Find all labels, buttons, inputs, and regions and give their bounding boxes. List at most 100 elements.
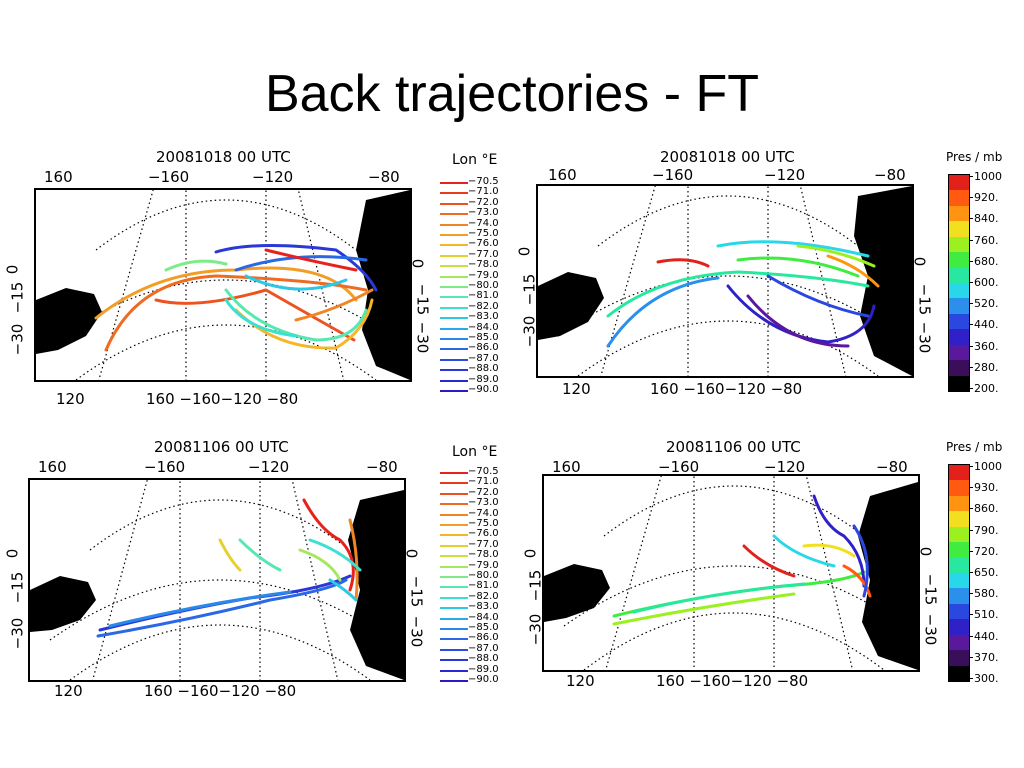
lon-legend-entry: −71.0 <box>440 477 510 487</box>
pres-colorbar-segment <box>949 313 969 330</box>
left-tick: −30 <box>8 617 27 650</box>
right-tick: −30 <box>413 321 432 354</box>
trajectory-map-svg <box>538 186 912 376</box>
lon-legend-swatch <box>440 617 468 620</box>
lon-legend-entry: −88.0 <box>440 653 510 665</box>
lon-legend-swatch <box>440 348 468 351</box>
left-tick: 0 <box>3 548 22 559</box>
pres-colorbar-segment <box>949 526 969 543</box>
lon-legend-entry: −88.0 <box>440 364 510 374</box>
lon-legend-label: −74.0 <box>468 507 499 519</box>
lon-legend-label: −72.0 <box>468 486 499 498</box>
lon-legend-swatch <box>440 503 468 506</box>
pres-colorbar-label: 720. <box>974 544 999 558</box>
lon-legend-swatch <box>440 265 468 268</box>
lon-legend-label: −89.0 <box>468 373 499 385</box>
lon-legend-label: −87.0 <box>468 352 499 364</box>
pres-colorbar-label: 280. <box>974 360 999 374</box>
pres-colorbar-label: 1000 <box>974 170 1002 183</box>
left-tick: 0 <box>3 264 22 275</box>
lon-legend-label: −88.0 <box>468 653 499 665</box>
lon-legend-swatch <box>440 286 468 288</box>
pres-colorbar-segment <box>949 603 969 620</box>
right-tick: 0 <box>910 256 929 267</box>
lon-legend-entry: −79.0 <box>440 270 510 280</box>
right-tick: 0 <box>402 548 421 559</box>
pres-colorbar-segment <box>949 495 969 512</box>
top-tick: 160 <box>38 458 67 476</box>
lon-legend-entry: −86.0 <box>440 633 510 643</box>
lon-legend-swatch <box>440 327 468 330</box>
lon-legend-label: −79.0 <box>468 559 499 571</box>
pres-colorbar-label: 440. <box>974 629 999 643</box>
lon-legend-label: −87.0 <box>468 642 499 654</box>
right-tick: −15 <box>921 573 940 606</box>
lon-legend-entry: −84.0 <box>440 322 510 332</box>
lon-legend-entry: −87.0 <box>440 352 510 364</box>
lon-legend-label: −72.0 <box>468 196 499 208</box>
lon-legend-swatch <box>440 555 468 558</box>
lon-legend-label: −74.0 <box>468 217 499 229</box>
lon-legend-label: −82.0 <box>468 300 499 312</box>
pres-colorbar-segment <box>949 665 969 682</box>
top-tick: −80 <box>368 168 400 186</box>
pres-colorbar-tick <box>969 635 973 637</box>
top-tick: −80 <box>876 458 908 476</box>
trajectory-panel-pres-oct: 20081018 00 UTC 160 −160 −120 −80 0 −15 … <box>512 140 942 420</box>
lon-legend-swatch <box>440 482 468 485</box>
pres-colorbar-tick <box>969 487 973 489</box>
pres-colorbar-label: 680. <box>974 254 999 268</box>
right-tick: −30 <box>921 613 940 646</box>
pres-colorbar-segment <box>949 175 969 191</box>
pres-colorbar-segment <box>949 329 969 346</box>
lon-legend-entry: −70.5 <box>440 467 510 477</box>
lon-legend-swatch <box>440 576 468 578</box>
lon-legend-swatch <box>440 390 468 392</box>
lon-legend-label: −86.0 <box>468 342 499 354</box>
pres-colorbar-segment <box>949 344 969 361</box>
lon-legend-entry: −74.0 <box>440 217 510 229</box>
right-tick: −30 <box>915 321 934 354</box>
pres-colorbar-segment <box>949 298 969 315</box>
lon-legend-swatch <box>440 544 468 547</box>
pres-colorbar-labels: 1000 920. 840. 760. 680. 600. 520. 440. 360. 280.… <box>944 150 1024 400</box>
pres-colorbar-segment <box>949 267 969 284</box>
lon-legend-swatch <box>440 223 468 226</box>
pres-colorbar-label: 860. <box>974 502 999 516</box>
lon-legend-swatch <box>440 680 468 682</box>
pres-colorbar-tick <box>969 593 973 595</box>
lon-legend-label: −90.0 <box>468 384 499 395</box>
pres-colorbar-tick <box>969 466 973 467</box>
map-area <box>542 474 920 672</box>
pres-colorbar-tick <box>969 550 973 552</box>
pres-colorbar-label: 370. <box>974 650 999 664</box>
map-area <box>536 184 914 378</box>
lon-legend-swatch <box>440 638 468 641</box>
pres-colorbar-labels: 1000 930. 860. 790. 720. 650. 580. 510. 440. 370.… <box>944 440 1024 690</box>
pres-colorbar-segment <box>949 221 969 238</box>
lon-legend-label: −78.0 <box>468 259 499 271</box>
pres-colorbar-tick <box>969 176 973 177</box>
trajectory-panel-lon-oct: 20081018 00 UTC 160 −160 −120 −80 0 −15 … <box>0 140 520 420</box>
lon-legend-entry: −87.0 <box>440 642 510 654</box>
pres-colorbar-segment <box>949 573 969 589</box>
lon-legend-entry: −75.0 <box>440 519 510 529</box>
pres-colorbar-label: 1000 <box>974 460 1002 473</box>
lon-legend-entry: −78.0 <box>440 550 510 560</box>
pres-colorbar-segment <box>949 360 969 377</box>
lon-legend-label: −90.0 <box>468 674 499 685</box>
lon-legend-label: −81.0 <box>468 580 499 592</box>
lon-legend: Lon °E −70.5 −71.0 −72.0 −73.0 −74.0 −75.0 −76… <box>440 444 520 694</box>
pres-colorbar <box>948 174 970 392</box>
panel-date-label: 20081106 00 UTC <box>666 438 801 456</box>
lon-legend-swatch <box>440 275 468 278</box>
pres-legend: Pres / mb 1000 930. 860. 790. 720. 650. 580. 51… <box>944 440 1024 690</box>
lon-legend-entry: −80.0 <box>440 571 510 581</box>
pres-colorbar-tick <box>969 218 973 220</box>
lon-legend-swatch <box>440 182 468 184</box>
lon-legend-entry: −82.0 <box>440 591 510 601</box>
lon-legend-title: Lon °E <box>452 444 498 460</box>
pres-colorbar-tick <box>969 508 973 510</box>
left-tick: −30 <box>8 323 27 356</box>
pres-colorbar-label: 300. <box>974 672 999 685</box>
